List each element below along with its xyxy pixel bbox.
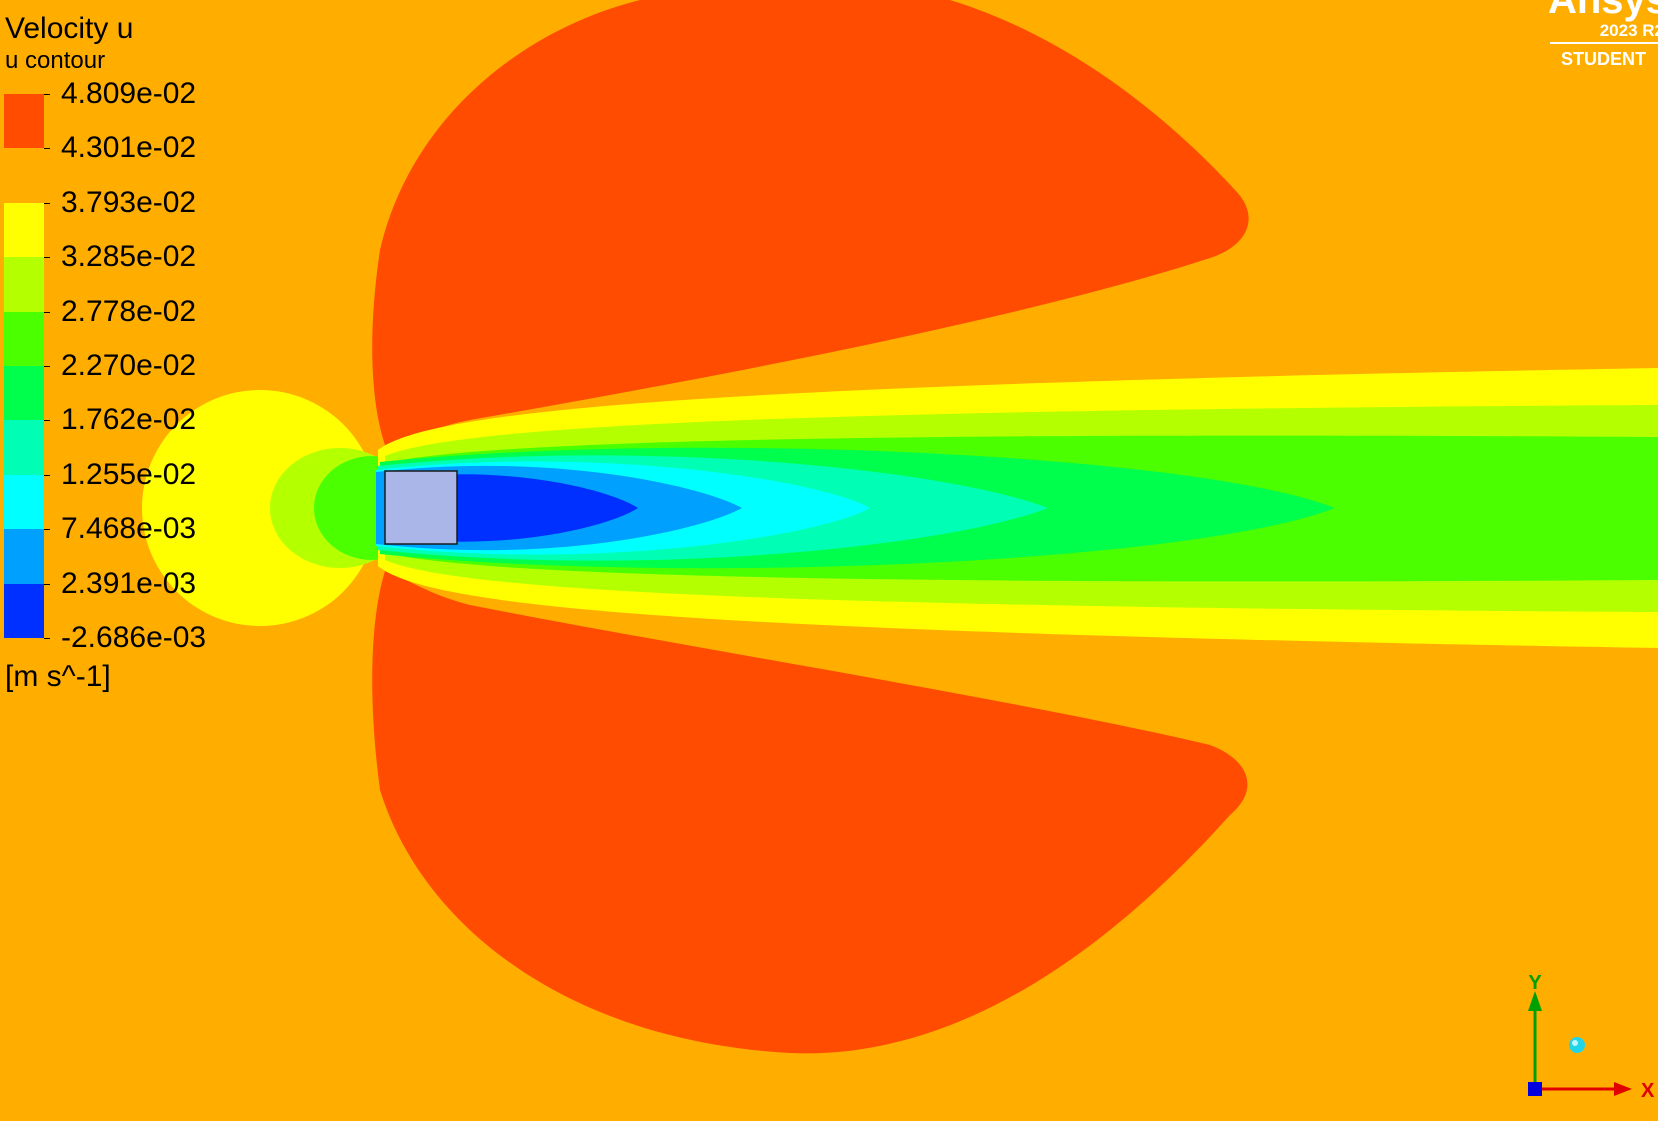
colorbar-band: [4, 94, 44, 149]
colorbar-tick: [44, 420, 50, 422]
stagnation-zone-outer: [142, 390, 378, 626]
brand-version: 2023 R2: [1599, 21, 1658, 40]
colorbar-band: [4, 202, 44, 258]
colorbar-tick-label: 7.468e-03: [61, 512, 197, 546]
colorbar-tick: [44, 311, 50, 313]
legend-subtitle: u contour: [5, 47, 106, 74]
color-legend: Velocity u u contour 4.809e-02 4.301e-02 3…: [0, 0, 240, 720]
colorbar-tick-label: 2.778e-02: [61, 294, 197, 328]
colorbar-tick: [44, 94, 50, 95]
brand-divider: [1550, 42, 1658, 44]
colorbar-band: [4, 148, 44, 204]
colorbar-tick: [44, 583, 50, 585]
colorbar-band: [4, 474, 44, 530]
wake-band-8: [420, 474, 638, 542]
x-arrowhead-icon: [1614, 1082, 1632, 1096]
colorbar-band: [4, 366, 44, 421]
colorbar-tick-label: 3.285e-02: [61, 240, 197, 274]
brand-edition: STUDENT: [1561, 49, 1646, 69]
colorbar-tick: [44, 638, 50, 639]
colorbar-tick-label: 2.270e-02: [61, 349, 197, 382]
colorbar-tick-label: 4.809e-02: [61, 77, 197, 110]
colorbar-tick: [44, 202, 50, 204]
colorbar-band: [4, 420, 44, 476]
colorbar-tick: [44, 366, 50, 367]
colorbar-tick-label: 4.301e-02: [61, 131, 197, 165]
square-obstacle[interactable]: [384, 470, 458, 545]
lower-acceleration-lobe: [372, 571, 1248, 1054]
colorbar-tick-label: 1.762e-02: [61, 403, 197, 437]
light-source-highlight: [1572, 1040, 1578, 1046]
colorbar: [4, 94, 44, 639]
legend-title: Velocity u: [5, 12, 134, 45]
y-arrowhead-icon: [1528, 991, 1542, 1011]
ansys-brand: Ansys 2023 R2 STUDENT: [1458, 0, 1658, 80]
y-axis-label: Y: [1528, 975, 1542, 994]
colorbar-band: [4, 311, 44, 367]
axis-triad[interactable]: Y X: [1508, 975, 1658, 1116]
colorbar-band: [4, 257, 44, 313]
colorbar-band: [4, 529, 44, 585]
colorbar-tick: [44, 474, 50, 476]
z-axis-origin: [1528, 1082, 1542, 1096]
colorbar-band: [4, 583, 44, 639]
upper-acceleration-lobe: [372, 0, 1249, 445]
colorbar-tick-label: 3.793e-02: [61, 185, 197, 219]
colorbar-tick: [44, 529, 50, 531]
ansys-logo: Ansys: [1547, 0, 1658, 22]
colorbar-tick-label: 1.255e-02: [61, 457, 197, 491]
colorbar-tick: [44, 257, 50, 259]
legend-units: [m s^-1]: [5, 660, 111, 693]
colorbar-tick-label: -2.686e-03: [61, 621, 207, 654]
colorbar-tick-label: 2.391e-03: [61, 566, 197, 600]
colorbar-tick: [44, 148, 50, 150]
x-axis-label: X: [1641, 1080, 1655, 1102]
